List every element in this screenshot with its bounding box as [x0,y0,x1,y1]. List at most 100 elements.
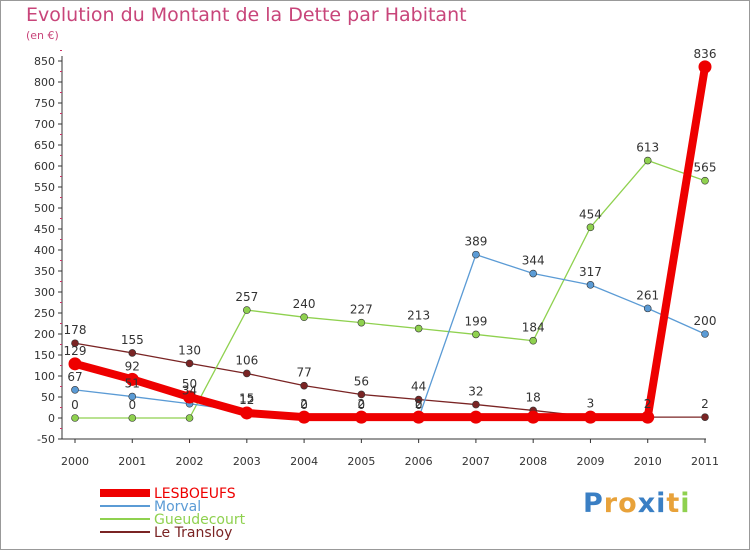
data-label: 240 [293,297,316,311]
data-label: 344 [522,254,545,268]
y-tick-label: 750 [34,97,55,110]
data-label: 2 [358,397,366,411]
data-label: 261 [636,288,659,302]
data-label: 51 [125,377,140,391]
y-tick-label: 700 [34,118,55,131]
data-point [300,381,308,390]
logo-letter: t [666,488,681,519]
y-tick-label: 100 [34,370,55,383]
legend-label: Le Transloy [154,525,232,541]
data-point [414,395,423,404]
y-tick-label: 200 [34,328,55,341]
data-label: 178 [64,323,87,337]
y-tick-label: 350 [34,265,55,278]
series-line-lesboeufs [73,66,709,422]
data-label: 32 [468,385,483,399]
data-label: 44 [411,380,426,394]
data-point [185,359,194,368]
data-point [586,223,595,232]
data-label: 3 [587,397,595,411]
data-label: 565 [694,161,717,175]
data-point [414,324,423,333]
data-point [354,410,368,424]
data-label: 106 [235,353,258,367]
data-point [529,336,537,345]
data-point [128,349,137,357]
logo-letter: x [637,488,657,519]
data-point [526,410,540,424]
y-tick-label: 450 [34,223,55,236]
y-tick-label: 650 [34,139,55,152]
data-label: 2 [701,397,709,411]
data-label: 56 [354,374,369,388]
series-line-le-transloy [74,342,705,418]
data-point [128,392,137,401]
data-label: 129 [64,344,87,358]
data-label: 155 [121,333,144,347]
data-point [128,414,137,422]
data-label: 200 [694,314,717,328]
data-label: 257 [235,290,258,304]
y-tick-label: 550 [34,181,55,194]
logo-letter: r [603,488,619,519]
data-point [243,369,251,378]
data-point [472,400,480,409]
y-tick-label: 800 [34,76,55,89]
y-tick-label: 0 [48,412,55,425]
x-tick-label: 2003 [233,455,261,468]
data-point [583,410,597,424]
y-tick-label: 300 [34,286,55,299]
data-label: 15 [239,392,254,406]
legend-label: Morval [154,499,201,515]
proxiti-logo: Proxiti [583,488,691,519]
data-point [698,60,712,74]
data-point [300,313,308,322]
data-label: 0 [300,398,308,412]
data-point [472,330,480,339]
data-label: 836 [694,47,717,61]
data-point [412,410,426,424]
x-tick-label: 2005 [347,455,375,468]
data-label: 12 [239,393,254,407]
data-label: 34 [182,384,197,398]
data-label: 0 [358,398,366,412]
data-point [472,250,480,259]
data-label: 77 [296,366,311,380]
data-point [240,406,254,420]
x-tick-label: 2004 [290,455,318,468]
data-label: 92 [125,359,140,373]
x-tick-label: 2010 [634,455,662,468]
x-tick-label: 2006 [405,455,433,468]
data-label: 454 [579,207,602,221]
data-label: 184 [522,321,545,335]
data-point [357,318,366,327]
y-tick-label: 250 [34,307,55,320]
y-tick-label: 600 [34,160,55,173]
data-point [469,410,483,424]
y-tick-label: 150 [34,349,55,362]
y-tick-label: 400 [34,244,55,257]
data-label: 199 [464,314,487,328]
data-label: 67 [67,370,82,384]
y-tick-label: 500 [34,202,55,215]
logo-letter: o [618,488,638,519]
x-tick-label: 2009 [576,455,604,468]
x-tick-label: 2011 [691,455,719,468]
data-label: 130 [178,343,201,357]
data-point [243,306,251,314]
x-tick-label: 2001 [118,455,146,468]
data-point [701,176,709,185]
data-label: 2 [415,397,423,411]
x-tick-label: 2000 [61,455,89,468]
data-label: 613 [636,141,659,155]
logo-letter: P [583,488,604,519]
x-tick-label: 2008 [519,455,547,468]
data-label: 2 [300,397,308,411]
data-point [297,410,311,424]
data-point [125,372,139,386]
data-point [641,410,655,424]
y-tick-label: 850 [34,55,55,68]
x-tick-label: 2002 [176,455,204,468]
data-label: 317 [579,265,602,279]
